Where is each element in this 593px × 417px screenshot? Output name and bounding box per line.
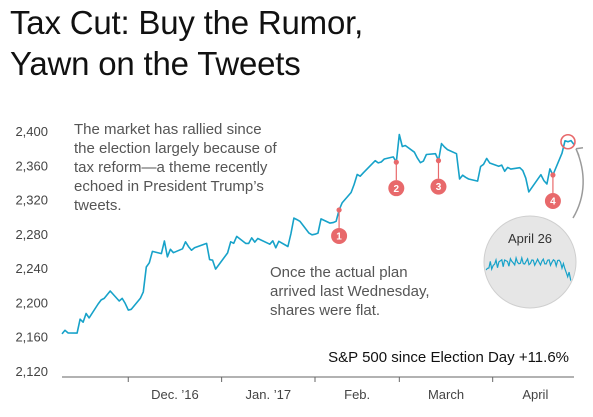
marker-badge [430,178,447,195]
marker-number: 1 [336,232,342,243]
tweets-annotation-line-1: The market has rallied since [74,121,262,138]
y-tick-label: 2,160 [15,330,48,345]
marker-badge [388,180,405,197]
y-tick-label: 2,240 [15,261,48,276]
title-line-1: Tax Cut: Buy the Rumor, [10,4,364,41]
x-tick-label: Feb. [344,387,370,402]
x-tick-label: Dec. ’16 [151,387,199,402]
y-tick-label: 2,320 [15,193,48,208]
y-tick-label: 2,280 [15,227,48,242]
callout-arrow [572,147,584,219]
sp500-line [61,133,575,335]
tweets-annotation-line-2: the election largely because of [74,140,277,157]
plan-annotation-line-1: Once the actual plan [270,264,408,281]
inset-background [483,215,577,309]
plan-annotation-line-3: shares were flat. [270,302,380,319]
plan-annotation: Once the actual plan arrived last Wednes… [270,264,430,319]
y-tick-label: 2,360 [15,158,48,173]
inset-label: April 26 [508,231,552,246]
marker-number: 2 [394,184,400,195]
y-tick-label: 2,200 [15,295,48,310]
marker-badge [331,227,348,244]
x-axis: Dec. ’16 Jan. ’17 Feb. March April [62,376,574,402]
marker-dot [550,172,556,178]
tweet-markers: 1 2 3 4 [331,158,561,244]
tweets-annotation: The market has rallied since the electio… [74,121,277,214]
marker-number: 3 [436,182,442,193]
x-tick-label: April [522,387,548,402]
y-tick-label: 2,120 [15,364,48,379]
x-tick-label: Jan. ’17 [246,387,292,402]
tweets-annotation-line-3: tax reform—a theme recently [74,159,268,176]
marker-dot [336,207,342,213]
april-26-inset: April 26 [483,215,577,309]
y-axis: 2,120 2,160 2,200 2,240 2,280 2,320 2,360 2,400 [15,124,48,379]
y-tick-label: 2,400 [15,124,48,139]
marker-badge [544,192,561,209]
tweets-annotation-line-4: echoed in President Trump’s [74,178,264,195]
plan-annotation-line-2: arrived last Wednesday, [270,283,430,300]
april-26-highlight-circle [560,133,576,150]
title-line-2: Yawn on the Tweets [10,45,301,82]
tweets-annotation-line-5: tweets. [74,197,122,214]
chart-title: Tax Cut: Buy the Rumor, Yawn on the Twee… [10,2,363,84]
marker-dot [435,158,442,164]
x-tick-label: March [428,387,464,402]
marker-dot [393,159,399,165]
marker-number: 4 [550,197,556,208]
inset-intraday-line [485,255,573,283]
chart-caption: S&P 500 since Election Day +11.6% [328,349,569,366]
